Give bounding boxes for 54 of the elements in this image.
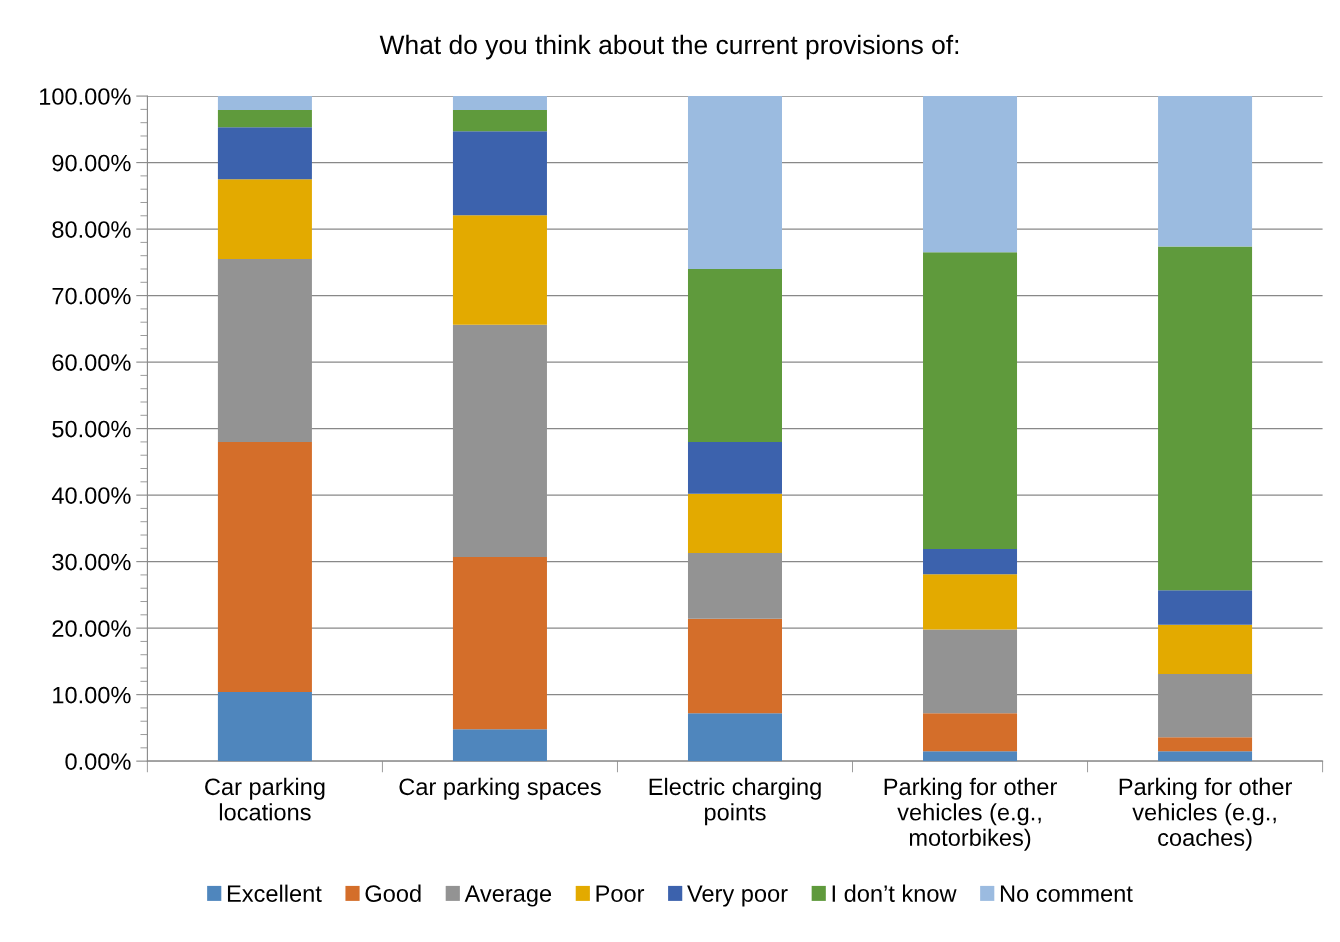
bar (923, 713, 1018, 752)
y-tick-label: 60.00% (52, 354, 131, 371)
y-tick-label: 50.00% (52, 420, 131, 438)
bar (452, 131, 547, 216)
y-tick-label: 90.00% (52, 154, 131, 172)
x-tick-label: Car parking spaces (399, 777, 601, 800)
legend-label: Good (365, 884, 421, 902)
bar (1158, 246, 1253, 591)
legend-label: Average (464, 885, 552, 907)
y-tick-label: 20.00% (52, 620, 131, 637)
legend-label: No comment (1000, 885, 1133, 902)
bar (1158, 624, 1253, 675)
bar (687, 441, 782, 494)
bar (217, 127, 312, 180)
bar (217, 96, 312, 111)
bar (452, 96, 547, 111)
bar (1158, 96, 1253, 247)
bar (452, 729, 547, 762)
y-tick-label: 0.00% (65, 753, 131, 770)
y-tick-label: 40.00% (51, 487, 131, 504)
bar (923, 548, 1018, 575)
bar (217, 691, 312, 762)
bar (923, 252, 1018, 549)
legend-label: Poor (596, 885, 645, 902)
bar (217, 110, 312, 128)
bar (687, 493, 782, 553)
bar (1158, 737, 1253, 752)
legend-label: Excellent (227, 884, 322, 902)
bar (1158, 751, 1253, 762)
bar (452, 215, 547, 325)
x-tick-label: Car parking locations (205, 777, 325, 821)
bar (687, 96, 782, 269)
bar (452, 110, 547, 132)
y-tick-label: 80.00% (52, 221, 131, 238)
legend-label: I don’t know (832, 884, 957, 902)
bar (452, 556, 547, 730)
bar (923, 751, 1018, 762)
y-tick-label: 70.00% (52, 287, 131, 305)
bar (687, 269, 782, 442)
legend-label: Very poor (687, 885, 788, 907)
bar (217, 441, 312, 692)
x-tick-label: Electric charging points (649, 777, 821, 826)
bar (687, 713, 782, 762)
bar (217, 179, 312, 260)
y-tick-label: 30.00% (52, 553, 131, 571)
bar (687, 618, 782, 714)
y-tick-label: 10.00% (53, 686, 131, 704)
chart-title: What do you think about the current provisions of: (379, 34, 959, 60)
bar (1158, 590, 1253, 625)
x-tick-label: Parking for other vehicles (e.g., motorbikes) (884, 777, 1057, 851)
x-tick-label: Parking for other vehicles (e.g., coaches) (1119, 777, 1292, 851)
bar (923, 96, 1018, 253)
bar (923, 574, 1018, 630)
y-tick-label: 100.00% (40, 88, 131, 105)
